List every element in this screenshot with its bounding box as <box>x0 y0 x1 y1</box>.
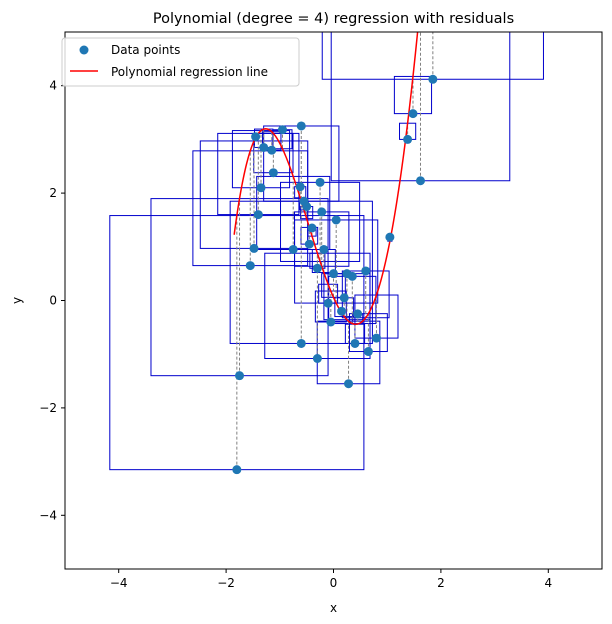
data-point <box>323 298 333 308</box>
y-tick-label: −2 <box>39 401 57 415</box>
data-point <box>268 168 278 178</box>
plot-area <box>109 32 544 475</box>
x-tick-label: 4 <box>544 576 552 590</box>
data-point <box>428 74 438 84</box>
x-tick-label: −2 <box>217 576 235 590</box>
legend-label-regression-line: Polynomial regression line <box>111 65 268 79</box>
data-point <box>312 263 322 273</box>
data-point <box>347 271 357 281</box>
data-point <box>337 306 347 316</box>
data-point <box>256 183 266 193</box>
legend-frame <box>61 37 300 87</box>
data-point <box>288 244 298 254</box>
data-point <box>326 317 336 327</box>
legend-label-data-points: Data points <box>111 43 180 57</box>
data-point <box>350 338 360 348</box>
legend: Data points Polynomial regression line <box>61 37 300 87</box>
data-point <box>317 207 327 217</box>
data-point <box>277 125 287 135</box>
residual-lines <box>236 32 434 470</box>
data-point <box>249 243 259 253</box>
data-point <box>295 182 305 192</box>
y-axis-ticks: −4 −2 0 2 4 <box>39 79 65 522</box>
data-point <box>361 266 371 276</box>
data-point <box>344 379 354 389</box>
data-point <box>235 371 245 381</box>
y-tick-label: −4 <box>39 508 57 522</box>
x-tick-label: 2 <box>437 576 445 590</box>
chart-title: Polynomial (degree = 4) regression with … <box>153 11 514 27</box>
data-points <box>232 74 438 475</box>
data-point <box>253 210 263 220</box>
data-point <box>296 338 306 348</box>
x-tick-label: 0 <box>330 576 338 590</box>
data-point <box>304 239 314 249</box>
regression-line <box>233 32 419 325</box>
y-tick-label: 4 <box>49 79 57 93</box>
data-point <box>259 142 269 152</box>
data-point <box>315 177 325 187</box>
data-point <box>415 176 425 186</box>
legend-marker-data-points <box>79 45 89 55</box>
x-axis-label: x <box>330 601 337 615</box>
data-point <box>312 354 322 363</box>
data-point <box>319 244 329 254</box>
y-axis-label: y <box>10 297 24 304</box>
data-point <box>302 202 312 212</box>
data-point <box>403 134 413 144</box>
data-point <box>251 132 261 142</box>
data-point <box>296 121 306 131</box>
y-tick-label: 0 <box>49 294 57 308</box>
data-point <box>385 232 395 242</box>
x-axis-ticks: −4 −2 0 2 4 <box>110 569 552 590</box>
data-point <box>371 333 381 343</box>
data-point <box>307 223 317 233</box>
data-point <box>353 309 363 319</box>
data-point <box>331 215 341 225</box>
data-point <box>245 261 255 271</box>
data-point <box>329 269 338 279</box>
data-point <box>232 465 242 475</box>
y-tick-label: 2 <box>49 186 57 200</box>
data-point <box>267 145 277 155</box>
data-point <box>408 109 418 119</box>
data-point <box>363 347 373 357</box>
data-point <box>339 293 349 303</box>
x-tick-label: −4 <box>110 576 128 590</box>
